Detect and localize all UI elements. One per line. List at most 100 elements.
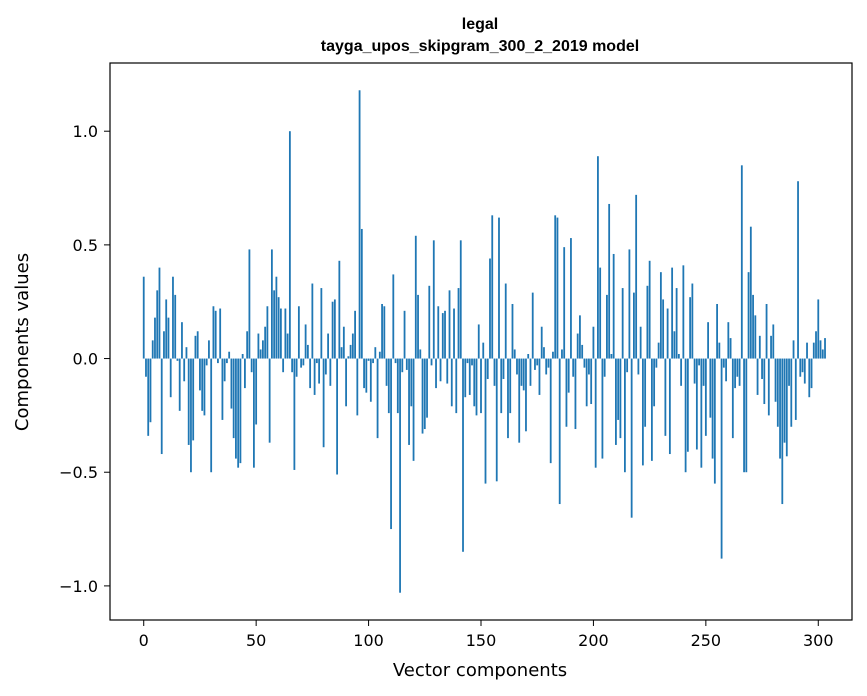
bar-component-38	[228, 351, 231, 359]
bar-component-238	[677, 354, 680, 359]
bar-component-46	[246, 331, 249, 359]
bar-component-41	[235, 358, 237, 459]
bar-component-260	[727, 322, 730, 359]
bar-component-134	[444, 310, 446, 359]
bar-component-34	[219, 308, 222, 359]
bar-component-275	[761, 358, 763, 380]
bar-component-20	[187, 358, 190, 445]
bar-component-47	[248, 249, 251, 359]
bar-component-257	[720, 358, 723, 559]
bar-component-102	[372, 358, 374, 364]
bar-component-198	[588, 358, 590, 375]
bar-component-188	[565, 358, 568, 427]
bar-component-183	[554, 215, 557, 359]
bar-component-255	[716, 303, 718, 359]
bar-component-59	[275, 276, 278, 359]
bar-component-223	[644, 358, 647, 427]
bar-component-292	[799, 358, 802, 377]
bar-component-229	[657, 342, 660, 359]
bar-component-227	[653, 358, 656, 407]
bar-component-69	[297, 306, 300, 359]
bar-component-222	[641, 358, 644, 466]
bar-component-10	[165, 299, 168, 359]
bar-component-128	[430, 358, 433, 366]
bar-component-55	[266, 306, 269, 359]
bar-component-30	[210, 358, 213, 473]
bar-component-67	[293, 358, 296, 470]
bar-component-40	[232, 358, 235, 439]
bar-component-53	[262, 340, 264, 359]
bar-component-174	[534, 358, 536, 370]
bar-component-278	[767, 358, 770, 416]
bar-component-155	[491, 215, 494, 359]
bar-component-237	[675, 288, 678, 359]
bar-component-149	[477, 324, 480, 359]
bar-component-301	[819, 340, 822, 359]
bar-component-56	[268, 358, 271, 443]
bar-component-234	[668, 358, 671, 455]
bar-component-199	[590, 358, 593, 405]
bar-component-116	[403, 310, 406, 359]
bar-component-100	[367, 358, 370, 361]
bar-component-23	[194, 335, 197, 359]
bar-component-24	[196, 331, 199, 359]
bar-component-73	[306, 344, 309, 359]
bar-component-84	[331, 301, 334, 359]
bar-component-296	[808, 358, 811, 398]
bar-component-178	[543, 347, 545, 359]
bar-component-127	[428, 285, 431, 359]
bar-component-19	[185, 347, 188, 359]
bar-component-14	[174, 294, 177, 359]
bar-component-254	[713, 358, 716, 484]
bar-component-78	[318, 358, 321, 384]
bar-component-297	[810, 358, 813, 389]
bar-component-104	[376, 358, 379, 439]
bar-component-89	[342, 326, 345, 359]
bar-component-37	[226, 358, 228, 364]
bar-component-146	[471, 358, 473, 366]
bar-component-289	[792, 340, 795, 359]
bar-component-291	[797, 181, 799, 359]
bar-component-132	[439, 358, 442, 382]
bar-component-147	[473, 358, 476, 407]
bar-component-97	[360, 228, 363, 359]
bar-component-109	[387, 358, 390, 414]
bar-component-126	[426, 358, 428, 418]
bar-component-152	[484, 358, 487, 484]
x-tick-label: 200	[578, 631, 609, 650]
bar-component-265	[738, 358, 741, 386]
y-axis-label: Components values	[12, 253, 33, 431]
bar-component-249	[702, 358, 705, 386]
bar-component-9	[163, 331, 165, 359]
bar-component-26	[201, 358, 204, 411]
bar-component-49	[253, 358, 255, 468]
bar-component-60	[277, 297, 280, 359]
bar-component-25	[199, 358, 201, 391]
bar-component-52	[259, 349, 262, 359]
bar-component-108	[385, 358, 388, 386]
y-tick-label: −0.5	[59, 463, 98, 482]
bar-component-164	[511, 303, 514, 359]
bar-component-27	[203, 358, 206, 416]
bar-component-213	[621, 288, 624, 359]
bar-component-91	[347, 356, 350, 359]
bar-component-168	[520, 358, 523, 386]
bar-component-162	[507, 358, 509, 439]
bar-component-273	[756, 358, 759, 395]
bar-component-129	[432, 240, 435, 359]
bar-component-184	[556, 217, 559, 359]
bar-component-8	[160, 358, 163, 455]
bar-component-201	[594, 358, 597, 468]
bar-component-82	[327, 333, 329, 359]
bar-component-71	[302, 358, 305, 366]
bar-component-186	[561, 349, 563, 359]
bar-component-22	[192, 358, 195, 441]
bar-component-217	[630, 358, 633, 518]
bar-component-112	[394, 358, 397, 364]
x-axis-label: Vector components	[393, 660, 567, 681]
bar-component-57	[270, 249, 273, 359]
bar-component-224	[646, 285, 649, 359]
bar-component-181	[549, 358, 552, 464]
bar-component-17	[181, 322, 183, 359]
bar-component-179	[545, 358, 548, 375]
